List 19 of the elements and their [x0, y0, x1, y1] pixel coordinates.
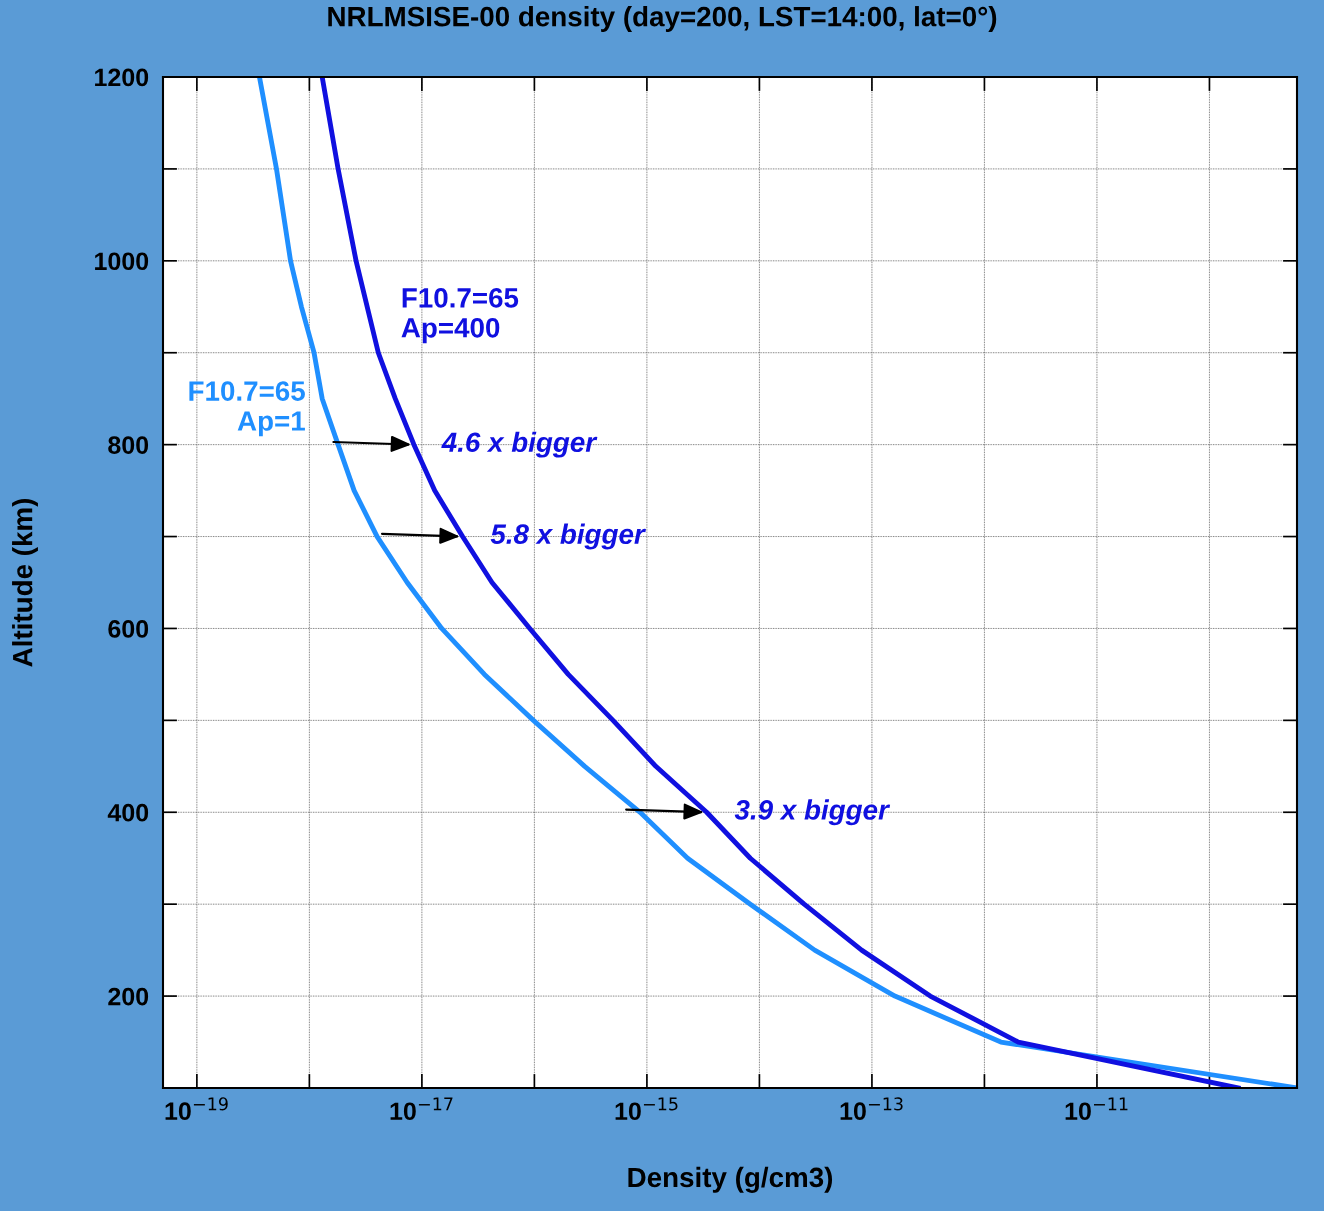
x-tick-label: 10$^{−19}$	[165, 1097, 228, 1121]
x-tick-label: 10$^{−15}$	[615, 1097, 678, 1121]
y-tick-label: 1000	[95, 252, 149, 271]
x-tick-label: 10$^{−17}$	[390, 1097, 453, 1121]
y-tick-label: 1200	[95, 68, 149, 87]
annotation: 4.6 x bigger	[441, 431, 598, 458]
y-axis-title: Altitude (km)	[12, 499, 38, 667]
x-tick-label: 10$^{−13}$	[840, 1097, 903, 1121]
y-tick-label: 600	[108, 620, 149, 638]
y-tick-label: 400	[107, 803, 149, 822]
series-label: F10.7=65 Ap=1	[189, 381, 305, 437]
series-label: F10.7=65 Ap=400	[401, 288, 519, 344]
annotation: 3.9 x bigger	[734, 799, 891, 826]
x-axis-title: Density (g/cm3)	[628, 1166, 833, 1193]
y-tick-label: 200	[108, 987, 149, 1006]
x-tick-label: 10$^{−11}$	[1065, 1097, 1128, 1121]
y-tick-label: 800	[108, 436, 149, 454]
annotation: 5.8 x bigger	[490, 523, 646, 550]
chart-title: NRLMSISE-00 density (day=200, LST=14:00, lat=0°)	[328, 6, 997, 32]
